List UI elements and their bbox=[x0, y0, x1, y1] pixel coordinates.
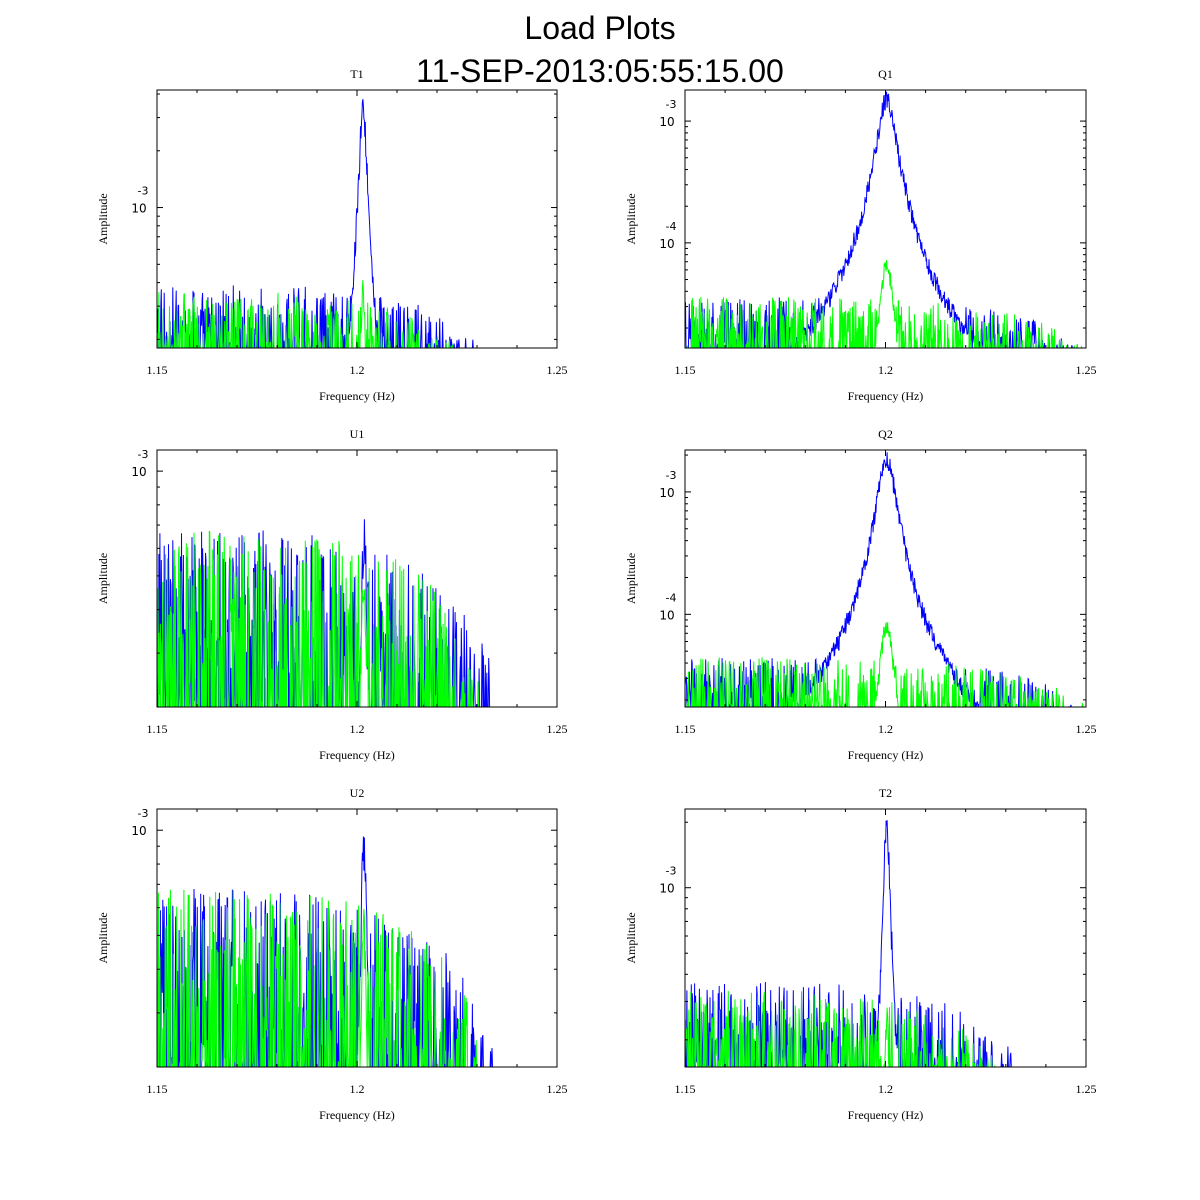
x-axis-label: Frequency (Hz) bbox=[319, 389, 395, 403]
plot-frame bbox=[684, 89, 1087, 349]
plot-frame bbox=[684, 449, 1087, 708]
plot-panel-q1: 1.15 1.2 1.25 10 -3 10 -4 Q1 Frequency (Hz) Ampli… bbox=[624, 67, 1097, 403]
y-axis-label: Amplitude bbox=[624, 553, 638, 604]
series-line-green bbox=[685, 622, 1086, 707]
plot-title: Q1 bbox=[878, 67, 893, 81]
y-axis-label: Amplitude bbox=[624, 193, 638, 244]
figure-title: Load Plots bbox=[524, 10, 676, 46]
x-axis-label: Frequency (Hz) bbox=[319, 1108, 395, 1122]
x-tick-label: 1.25 bbox=[547, 363, 568, 377]
y-tick-label: 10 bbox=[131, 465, 146, 479]
x-tick-label: 1.2 bbox=[350, 722, 365, 736]
y-tick-label: 10 bbox=[659, 882, 674, 896]
y-tick-exponent: -3 bbox=[666, 865, 677, 878]
y-axis-label: Amplitude bbox=[624, 912, 638, 963]
y-tick-exponent: -3 bbox=[138, 448, 149, 461]
x-tick-label: 1.25 bbox=[1076, 363, 1097, 377]
y-tick-label: 10 bbox=[131, 824, 146, 838]
y-axis-label: Amplitude bbox=[96, 912, 110, 963]
plot-title: T2 bbox=[879, 786, 892, 800]
plot-panel-u2: 1.15 1.2 1.25 10 -3 U2 Frequency (Hz) Amplitude bbox=[96, 786, 568, 1122]
y-axis-label: Amplitude bbox=[96, 553, 110, 604]
plot-title: U1 bbox=[350, 427, 365, 441]
x-tick-label: 1.2 bbox=[350, 363, 365, 377]
x-tick-label: 1.25 bbox=[547, 1082, 568, 1096]
y-tick-exponent: -3 bbox=[666, 98, 677, 111]
y-tick-label: 10 bbox=[131, 202, 146, 216]
plot-title: U2 bbox=[350, 786, 365, 800]
series-line-blue bbox=[157, 99, 557, 348]
series-line-green bbox=[685, 990, 1086, 1067]
y-tick-exponent: -3 bbox=[666, 469, 677, 482]
x-axis-label: Frequency (Hz) bbox=[319, 748, 395, 762]
x-tick-label: 1.15 bbox=[147, 363, 168, 377]
series-line-green bbox=[685, 259, 1086, 348]
x-axis-label: Frequency (Hz) bbox=[848, 1108, 924, 1122]
y-tick-exponent: -4 bbox=[666, 591, 677, 604]
series-line-green bbox=[157, 280, 557, 348]
series-line-blue bbox=[685, 452, 1086, 707]
figure-subtitle: 11-SEP-2013:05:55:15.00 bbox=[416, 53, 784, 89]
x-tick-label: 1.15 bbox=[147, 1082, 168, 1096]
x-tick-label: 1.15 bbox=[147, 722, 168, 736]
x-tick-label: 1.15 bbox=[675, 363, 696, 377]
y-tick-label: 10 bbox=[659, 608, 674, 622]
y-axis-label: Amplitude bbox=[96, 193, 110, 244]
x-tick-label: 1.25 bbox=[1076, 722, 1097, 736]
y-tick-label: 10 bbox=[659, 237, 674, 251]
y-tick-label: 10 bbox=[659, 486, 674, 500]
x-tick-label: 1.25 bbox=[1076, 1082, 1097, 1096]
series-line-blue bbox=[685, 91, 1086, 348]
plot-panel-u1: 1.15 1.2 1.25 10 -3 U1 Frequency (Hz) Amplitude bbox=[96, 427, 568, 762]
x-tick-label: 1.15 bbox=[675, 722, 696, 736]
y-tick-label: 10 bbox=[659, 115, 674, 129]
y-tick-exponent: -4 bbox=[666, 220, 677, 233]
x-tick-label: 1.2 bbox=[878, 722, 893, 736]
x-tick-label: 1.2 bbox=[350, 1082, 365, 1096]
plot-title: T1 bbox=[350, 67, 363, 81]
x-tick-label: 1.2 bbox=[878, 363, 893, 377]
plot-title: Q2 bbox=[878, 427, 893, 441]
plot-frame bbox=[156, 89, 558, 349]
series-line-green bbox=[157, 530, 557, 707]
y-tick-exponent: -3 bbox=[138, 807, 149, 820]
plot-panel-t1: 1.15 1.2 1.25 10 -3 T1 Frequency (Hz) Amplitude bbox=[96, 67, 568, 403]
x-tick-label: 1.15 bbox=[675, 1082, 696, 1096]
plot-panel-q2: 1.15 1.2 1.25 10 -3 10 -4 Q2 Frequency (Hz) Ampli… bbox=[624, 427, 1097, 762]
series-line-blue bbox=[157, 836, 557, 1067]
x-axis-label: Frequency (Hz) bbox=[848, 748, 924, 762]
plot-panel-t2: 1.15 1.2 1.25 10 -3 T2 Frequency (Hz) Amplitude bbox=[624, 786, 1097, 1122]
x-tick-label: 1.25 bbox=[547, 722, 568, 736]
x-axis-label: Frequency (Hz) bbox=[848, 389, 924, 403]
x-tick-label: 1.2 bbox=[878, 1082, 893, 1096]
y-tick-exponent: -3 bbox=[138, 185, 149, 198]
